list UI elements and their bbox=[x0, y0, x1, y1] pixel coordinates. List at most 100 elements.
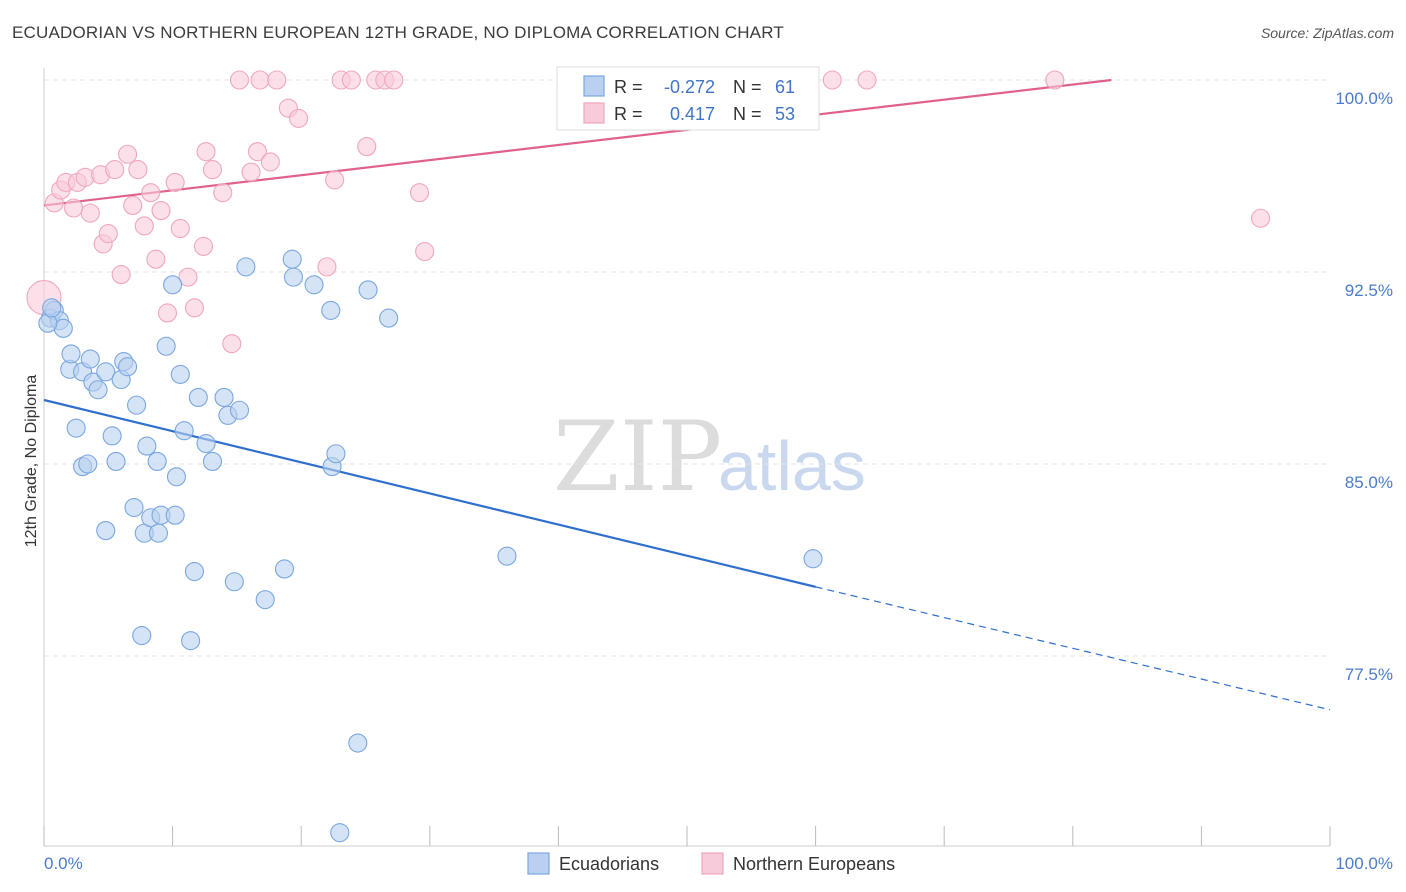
data-point bbox=[98, 224, 118, 244]
data-point bbox=[283, 267, 304, 287]
data-point bbox=[66, 418, 86, 438]
x-tick-labels: 0.0% 100.0% bbox=[44, 854, 1393, 873]
x-tick-label-0: 0.0% bbox=[44, 854, 83, 873]
x-tick-label-1: 100.0% bbox=[1335, 854, 1393, 873]
data-point bbox=[379, 308, 399, 328]
y-axis-label: 12th Grade, No Diploma bbox=[23, 375, 40, 548]
data-point bbox=[156, 336, 176, 356]
data-point bbox=[255, 590, 275, 610]
data-point bbox=[321, 300, 341, 320]
legend-label-northern-europeans: Northern Europeans bbox=[733, 854, 895, 874]
data-point bbox=[193, 236, 214, 256]
data-point bbox=[213, 183, 233, 203]
data-point bbox=[188, 387, 208, 407]
data-point bbox=[282, 249, 302, 269]
data-point bbox=[274, 559, 295, 579]
data-point bbox=[42, 298, 62, 318]
data-point bbox=[822, 70, 842, 90]
data-point bbox=[80, 203, 100, 223]
data-point bbox=[341, 70, 361, 90]
chart-title: ECUADORIAN VS NORTHERN EUROPEAN 12TH GRA… bbox=[12, 23, 784, 42]
data-point bbox=[166, 467, 187, 487]
data-point bbox=[214, 387, 234, 407]
data-point bbox=[348, 733, 368, 753]
watermark-atlas: atlas bbox=[718, 427, 866, 505]
watermark: ZIP atlas bbox=[553, 401, 866, 513]
stats-n-value-pink: 53 bbox=[775, 104, 795, 124]
data-point bbox=[64, 198, 84, 218]
data-point bbox=[165, 505, 185, 525]
data-point bbox=[137, 436, 157, 456]
data-point bbox=[184, 561, 205, 582]
data-point bbox=[196, 433, 216, 454]
data-point bbox=[241, 162, 261, 182]
data-point bbox=[326, 444, 346, 464]
y-tick-labels: 100.0% 92.5% 85.0% 77.5% bbox=[1335, 89, 1393, 684]
data-point bbox=[196, 142, 216, 162]
series-0-points bbox=[38, 249, 823, 843]
data-point bbox=[147, 451, 167, 471]
y-tick-label-2: 85.0% bbox=[1345, 473, 1393, 492]
data-point bbox=[222, 334, 242, 354]
stats-n-label-blue: N = bbox=[733, 77, 762, 97]
data-point bbox=[250, 70, 270, 90]
data-point bbox=[358, 280, 378, 300]
data-point bbox=[267, 70, 287, 90]
data-point bbox=[80, 349, 100, 369]
data-point bbox=[96, 521, 116, 541]
series-legend: Ecuadorians Northern Europeans bbox=[527, 852, 895, 875]
data-point bbox=[132, 625, 152, 646]
data-point bbox=[229, 400, 250, 420]
stats-legend-swatch-blue bbox=[583, 75, 605, 97]
data-point bbox=[202, 451, 223, 471]
data-point bbox=[118, 357, 138, 377]
data-point bbox=[415, 241, 435, 262]
data-point bbox=[1251, 208, 1271, 228]
data-point bbox=[96, 362, 116, 382]
data-point bbox=[106, 451, 126, 471]
trend-lines bbox=[43, 78, 1331, 711]
scatter-points bbox=[26, 70, 1271, 843]
data-point bbox=[409, 183, 430, 203]
data-point bbox=[128, 160, 148, 180]
trend-line-0 bbox=[43, 398, 816, 588]
data-point bbox=[1045, 70, 1065, 90]
data-point bbox=[157, 303, 178, 323]
stats-legend: R = -0.272 N = 61 R = 0.417 N = 53 bbox=[556, 66, 820, 131]
data-point bbox=[224, 572, 244, 592]
data-point bbox=[304, 275, 324, 295]
data-point bbox=[61, 344, 81, 364]
axes bbox=[43, 68, 1331, 847]
data-point bbox=[289, 108, 309, 128]
stats-r-value-blue: -0.272 bbox=[664, 77, 715, 97]
data-point bbox=[247, 142, 268, 162]
data-point bbox=[127, 395, 147, 415]
data-point bbox=[229, 70, 250, 90]
data-point bbox=[497, 546, 517, 566]
data-point bbox=[357, 137, 377, 157]
data-point bbox=[857, 70, 877, 90]
data-point bbox=[325, 170, 345, 190]
chart-source: Source: ZipAtlas.com bbox=[1261, 25, 1394, 41]
data-point bbox=[123, 195, 143, 215]
trend-line-extension-0 bbox=[815, 586, 1331, 711]
data-point bbox=[146, 249, 166, 269]
data-point bbox=[803, 549, 823, 569]
stats-n-label-pink: N = bbox=[733, 104, 762, 124]
data-point bbox=[178, 267, 198, 287]
data-point bbox=[78, 454, 98, 474]
stats-r-label-blue: R = bbox=[614, 77, 643, 97]
data-point bbox=[236, 257, 256, 277]
legend-swatch-ecuadorians bbox=[527, 852, 550, 875]
data-point bbox=[148, 523, 169, 543]
data-point bbox=[170, 364, 190, 384]
data-point bbox=[170, 218, 190, 239]
y-tick-label-1: 92.5% bbox=[1345, 281, 1393, 300]
y-tick-label-0: 100.0% bbox=[1335, 89, 1393, 108]
data-point bbox=[118, 144, 138, 164]
data-point bbox=[111, 265, 131, 285]
data-point bbox=[151, 201, 171, 221]
data-point bbox=[330, 823, 350, 843]
data-point bbox=[124, 497, 144, 518]
